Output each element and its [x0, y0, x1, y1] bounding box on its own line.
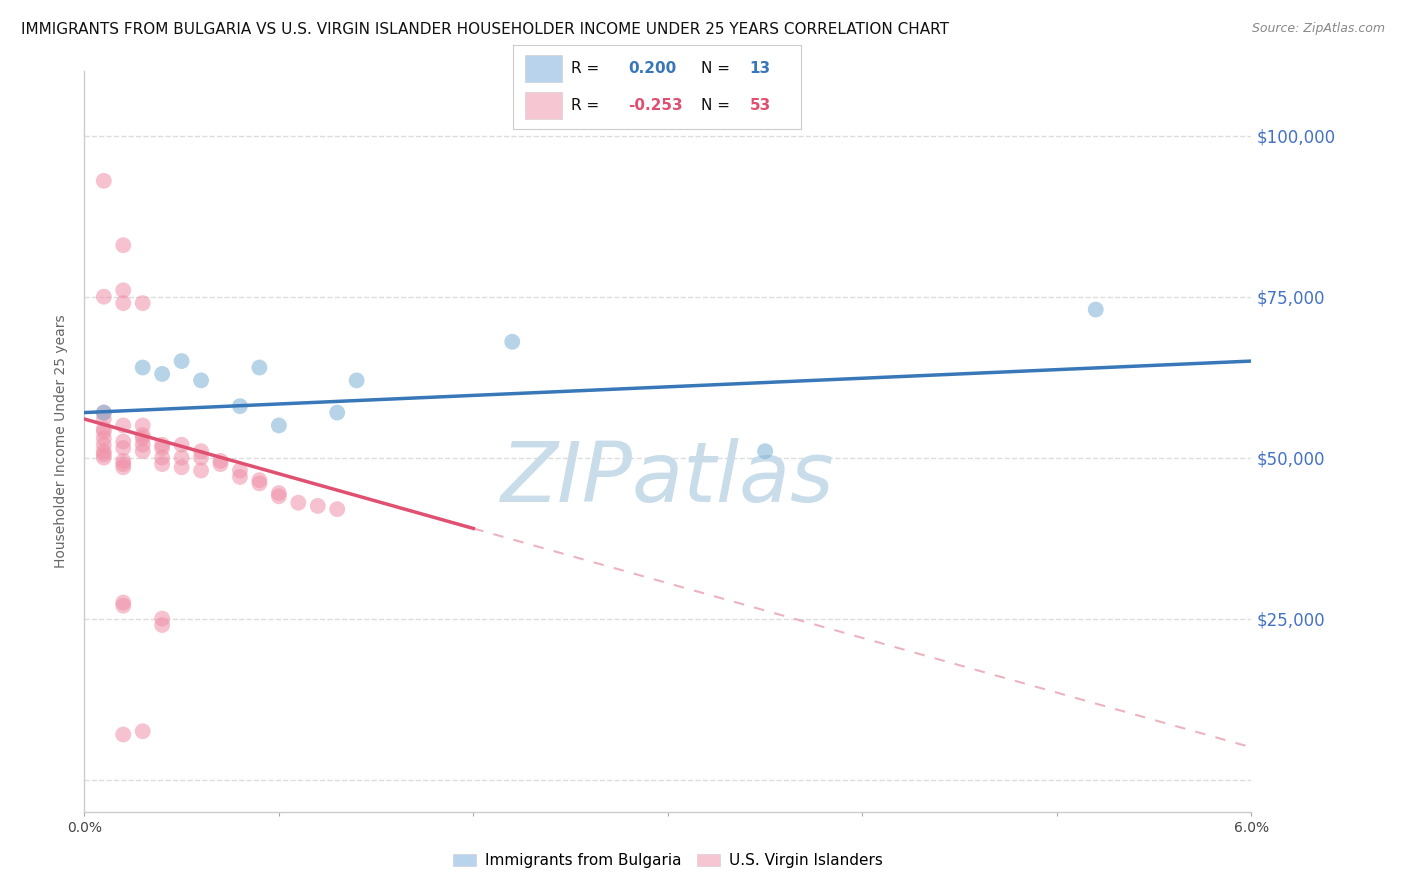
Point [112, 418, 135, 433]
Point [112, 457, 135, 471]
Point [93, 174, 115, 188]
Text: 0.200: 0.200 [628, 61, 676, 76]
Text: ZIPatlas: ZIPatlas [501, 438, 835, 519]
Point [112, 238, 135, 252]
Legend: Immigrants from Bulgaria, U.S. Virgin Islanders: Immigrants from Bulgaria, U.S. Virgin Is… [447, 847, 889, 874]
Point [1084, 302, 1107, 317]
Point [112, 454, 135, 468]
Point [150, 450, 173, 465]
Point [93, 450, 115, 465]
FancyBboxPatch shape [524, 54, 562, 82]
Point [112, 283, 135, 297]
Point [93, 406, 115, 420]
Point [132, 431, 155, 445]
Text: N =: N = [700, 61, 730, 76]
Point [150, 618, 173, 632]
Point [112, 441, 135, 455]
Point [132, 438, 155, 452]
Text: R =: R = [571, 98, 599, 113]
Point [150, 457, 173, 471]
Point [93, 422, 115, 436]
Point [93, 412, 115, 426]
Point [150, 367, 173, 381]
Point [754, 444, 776, 458]
FancyBboxPatch shape [524, 92, 562, 120]
Point [150, 438, 173, 452]
Point [170, 438, 193, 452]
Point [132, 296, 155, 310]
Point [190, 450, 212, 465]
Point [150, 611, 173, 625]
Text: 13: 13 [749, 61, 770, 76]
Point [326, 502, 349, 516]
Point [346, 373, 368, 387]
Point [93, 447, 115, 461]
Point [170, 450, 193, 465]
Point [190, 463, 212, 477]
Point [209, 454, 232, 468]
Point [93, 425, 115, 439]
Point [287, 496, 309, 510]
Point [132, 444, 155, 458]
Point [132, 724, 155, 739]
Point [93, 431, 115, 445]
Point [170, 460, 193, 475]
Point [112, 599, 135, 613]
Text: R =: R = [571, 61, 599, 76]
Y-axis label: Householder Income Under 25 years: Householder Income Under 25 years [55, 315, 69, 568]
Point [249, 360, 271, 375]
Point [170, 354, 193, 368]
Point [326, 406, 349, 420]
Point [229, 399, 252, 413]
Point [132, 428, 155, 442]
Point [249, 476, 271, 491]
Point [112, 595, 135, 609]
Point [112, 296, 135, 310]
Point [307, 499, 329, 513]
Point [93, 444, 115, 458]
Point [93, 406, 115, 420]
Point [112, 460, 135, 475]
Text: 53: 53 [749, 98, 770, 113]
Point [190, 444, 212, 458]
Point [112, 434, 135, 449]
Point [229, 470, 252, 484]
Point [501, 334, 523, 349]
Point [267, 486, 290, 500]
Point [229, 463, 252, 477]
Text: Source: ZipAtlas.com: Source: ZipAtlas.com [1251, 22, 1385, 36]
Point [132, 360, 155, 375]
Point [190, 373, 212, 387]
Text: IMMIGRANTS FROM BULGARIA VS U.S. VIRGIN ISLANDER HOUSEHOLDER INCOME UNDER 25 YEA: IMMIGRANTS FROM BULGARIA VS U.S. VIRGIN … [21, 22, 949, 37]
Point [112, 727, 135, 741]
Text: N =: N = [700, 98, 730, 113]
Point [150, 441, 173, 455]
Point [209, 457, 232, 471]
Point [132, 418, 155, 433]
Point [267, 418, 290, 433]
Point [93, 438, 115, 452]
Text: -0.253: -0.253 [628, 98, 683, 113]
Point [267, 489, 290, 503]
Point [93, 290, 115, 304]
Point [249, 473, 271, 487]
